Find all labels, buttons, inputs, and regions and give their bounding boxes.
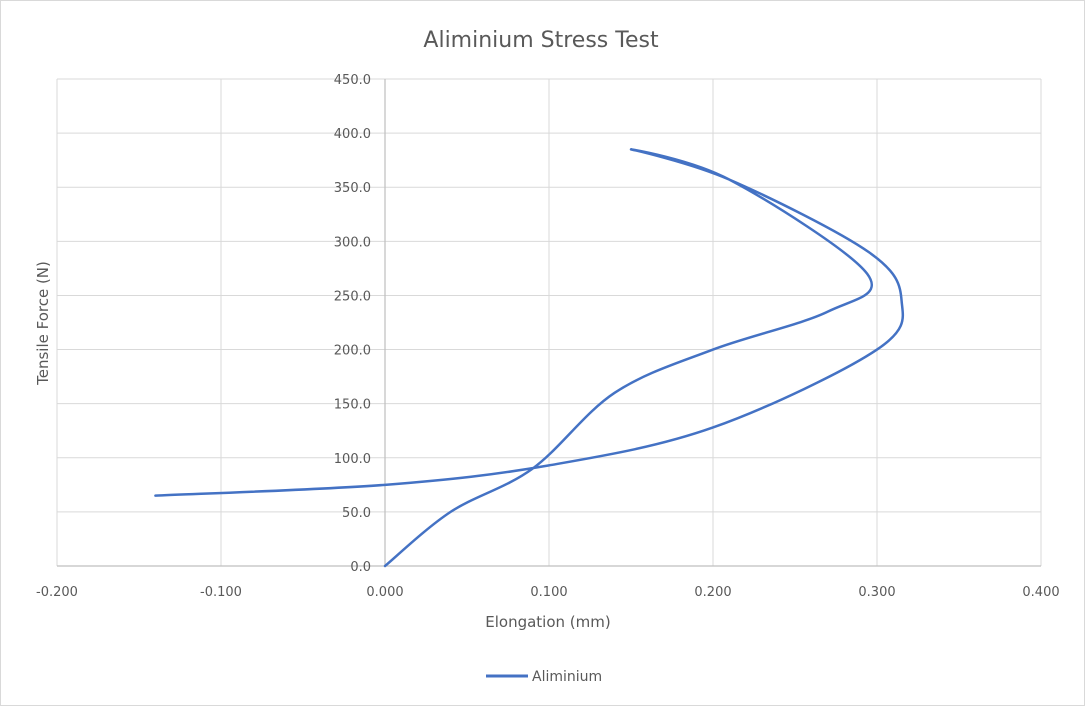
- y-tick-label: 100.0: [334, 452, 371, 467]
- y-tick-label: 250.0: [334, 289, 371, 304]
- y-tick-label: 0.0: [350, 560, 371, 575]
- legend: Aliminium: [486, 669, 602, 685]
- x-tick-label: 0.200: [694, 585, 731, 600]
- y-tick-label: 400.0: [334, 127, 371, 142]
- x-axis-title: Elongation (mm): [485, 613, 610, 631]
- legend-label: Aliminium: [532, 669, 602, 685]
- x-tick-label: 0.400: [1022, 585, 1059, 600]
- x-tick-label: -0.200: [36, 585, 78, 600]
- series-line-aliminium: [154, 148, 905, 568]
- x-tick-label: 0.000: [366, 585, 403, 600]
- y-tick-label: 450.0: [334, 73, 371, 88]
- tick-labels: -0.200 -0.100 0.000 0.100 0.200 0.300 0.400 0.0…: [36, 73, 1060, 600]
- series-layer: [154, 148, 905, 568]
- x-tick-label: -0.100: [200, 585, 242, 600]
- y-tick-label: 50.0: [342, 506, 371, 521]
- x-tick-label: 0.100: [530, 585, 567, 600]
- y-tick-label: 350.0: [334, 181, 371, 196]
- y-tick-label: 150.0: [334, 398, 371, 413]
- y-tick-label: 200.0: [334, 344, 371, 359]
- chart-title: Aliminium Stress Test: [423, 28, 659, 53]
- y-axis-title: Tensile Force (N): [34, 261, 52, 386]
- y-tick-label: 300.0: [334, 235, 371, 250]
- x-tick-label: 0.300: [858, 585, 895, 600]
